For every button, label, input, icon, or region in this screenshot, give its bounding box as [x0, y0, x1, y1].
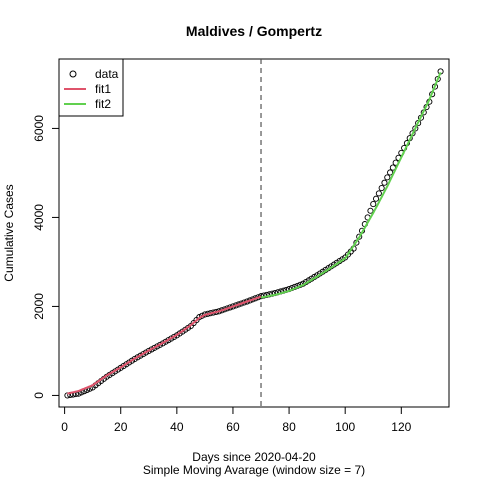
- legend-label: fit2: [95, 97, 111, 111]
- x-tick-label: 120: [391, 420, 411, 434]
- x-tick-label: 100: [335, 420, 355, 434]
- y-tick-label: 0: [32, 392, 46, 399]
- y-axis-label: Cumulative Cases: [2, 184, 16, 281]
- x-tick-label: 60: [226, 420, 240, 434]
- x-axis-subtitle: Simple Moving Avarage (window size = 7): [143, 463, 365, 477]
- legend-label: fit1: [95, 82, 111, 96]
- x-tick-label: 0: [61, 420, 68, 434]
- x-tick-label: 20: [114, 420, 128, 434]
- y-tick-label: 2000: [32, 293, 46, 320]
- legend-label: data: [95, 67, 119, 81]
- y-tick-label: 6000: [32, 115, 46, 142]
- chart-title: Maldives / Gompertz: [186, 23, 322, 39]
- x-axis-label: Days since 2020-04-20: [192, 450, 316, 464]
- y-tick-label: 4000: [32, 204, 46, 231]
- x-tick-label: 40: [170, 420, 184, 434]
- x-tick-label: 80: [282, 420, 296, 434]
